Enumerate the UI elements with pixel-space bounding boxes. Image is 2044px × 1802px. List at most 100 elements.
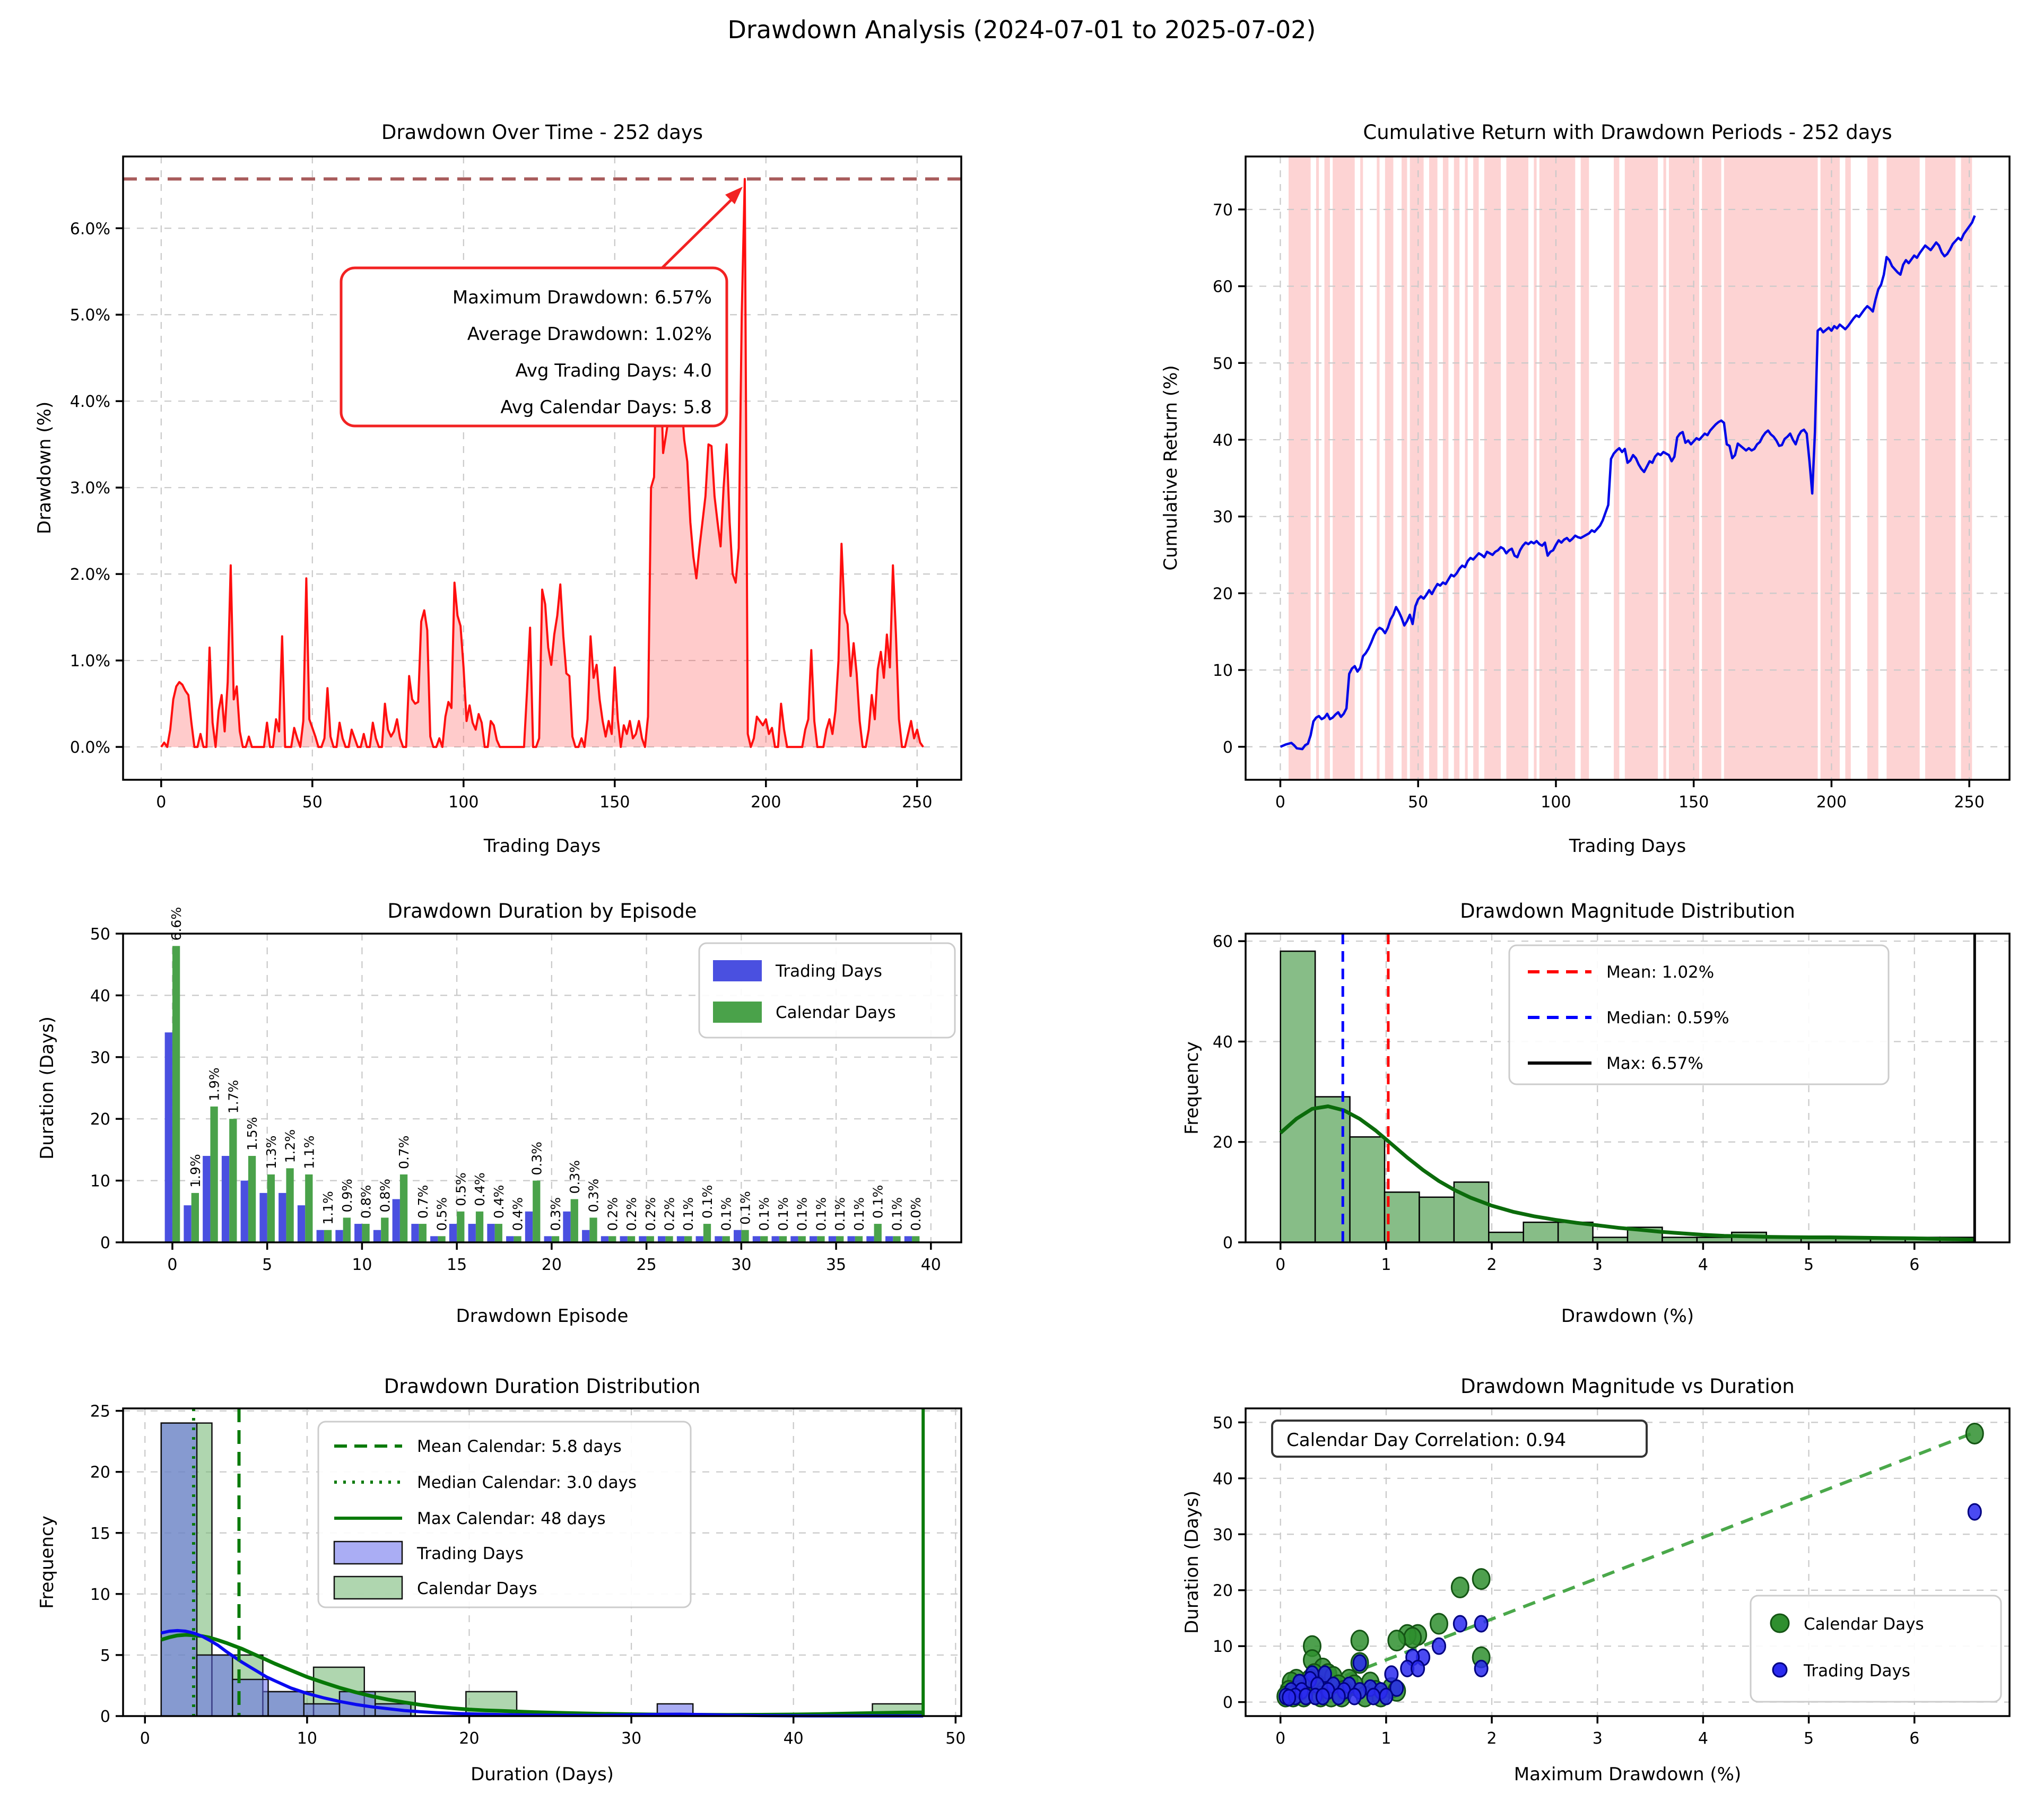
axes-frame [1245,933,2011,1243]
svg-text:50: 50 [1213,354,1233,373]
svg-text:20: 20 [1213,585,1233,603]
svg-text:4: 4 [1698,1729,1708,1748]
svg-text:2: 2 [1487,1256,1497,1274]
tick-labels: 0 50 100 150 200 250 0 10 20 30 40 50 60 70 [1213,201,1985,812]
trading-bar [164,1032,172,1242]
calendar-bar [457,1211,465,1242]
panel5-title: Drawdown Duration Distribution [384,1375,701,1398]
legend-label-median: Median: 0.59% [1606,1008,1729,1028]
svg-text:35: 35 [826,1256,846,1274]
svg-text:0: 0 [1223,738,1233,757]
svg-text:250: 250 [1954,793,1985,812]
annotation-arrow [659,196,735,271]
svg-text:3: 3 [1593,1256,1603,1274]
magnitude-vs-duration-plot-area: 0 1 2 3 4 5 6 0 10 20 30 40 50 [1213,1407,2011,1748]
svg-text:5.0%: 5.0% [70,306,110,325]
svg-text:250: 250 [902,793,932,812]
svg-text:30: 30 [90,1049,110,1067]
trading-bar [297,1205,306,1242]
svg-text:0.4%: 0.4% [491,1185,507,1219]
calendar-bar [343,1217,351,1242]
svg-text:1.0%: 1.0% [70,652,110,671]
calendar-days-swatch [713,1002,762,1023]
calendar-bar [494,1224,502,1242]
trading-dot-sample [1772,1662,1788,1678]
drawdown-period-bands [1289,156,1972,780]
trading-bar [316,1230,324,1242]
svg-text:10: 10 [297,1729,317,1748]
episode-legend: Trading Days Calendar Days [698,942,956,1039]
trading-days-patch [333,1540,403,1565]
svg-text:10: 10 [90,1172,110,1191]
calendar-bar [589,1217,597,1242]
svg-text:0.1%: 0.1% [832,1197,848,1231]
svg-text:6.6%: 6.6% [169,907,184,941]
svg-text:1.2%: 1.2% [283,1129,298,1163]
calendar-bar [229,1119,237,1242]
svg-text:200: 200 [1816,793,1847,812]
svg-text:5: 5 [1804,1256,1814,1274]
calendar-bar [893,1236,901,1242]
tick-labels: 0 10 20 30 40 50 0 5 10 15 20 25 [90,1403,966,1748]
svg-text:0: 0 [1275,1729,1285,1748]
axes-frame [122,1407,962,1717]
svg-text:40: 40 [1213,1470,1233,1488]
calendar-dot-sample [1770,1613,1790,1633]
panel2-title: Cumulative Return with Drawdown Periods … [1363,121,1892,144]
trading-bar [525,1211,533,1242]
legend-label-max: Max: 6.57% [1606,1054,1703,1073]
svg-text:0: 0 [140,1729,150,1748]
svg-text:1.9%: 1.9% [207,1067,222,1101]
legend-box [1508,944,1890,1085]
max-drawdown-annotation: Maximum Drawdown: 6.57% Average Drawdown… [340,187,743,428]
svg-text:50: 50 [945,1729,966,1748]
calendar-bar [741,1230,749,1242]
svg-text:30: 30 [621,1729,641,1748]
panel4-xlabel: Drawdown (%) [1561,1305,1694,1327]
trading-days-swatch [713,960,762,981]
legend-label-calendar: Calendar Days [1804,1615,1924,1634]
trend-line [1285,1431,1976,1701]
figure-suptitle: Drawdown Analysis (2024-07-01 to 2025-07… [727,15,1316,44]
svg-text:50: 50 [1408,793,1428,812]
svg-text:60: 60 [1213,933,1233,951]
panel-duration-by-episode: 6.6%1.9%1.9% 1.7%1.5%1.3% 1.2% 1.1%1.1% 0.9%… [37,900,962,1327]
svg-text:20: 20 [90,1110,110,1129]
axes-frame [122,155,962,781]
svg-text:0.4%: 0.4% [472,1172,488,1206]
svg-text:30: 30 [1213,508,1233,527]
calendar-bar [722,1236,730,1242]
trading-bar [430,1236,438,1242]
calendar-bar [836,1236,844,1242]
panel1-xlabel: Trading Days [483,835,601,857]
calendar-bar [248,1156,256,1242]
svg-text:30: 30 [731,1256,751,1274]
svg-text:1.3%: 1.3% [264,1135,279,1169]
svg-text:4: 4 [1698,1256,1708,1274]
trading-bar [639,1236,647,1242]
svg-text:0.3%: 0.3% [567,1160,582,1194]
calendar-bar [438,1236,446,1242]
trading-bar [506,1236,514,1242]
trading-bar [715,1236,723,1242]
calendar-bar [798,1236,806,1242]
calendar-bar [684,1236,692,1242]
calendar-bar [874,1224,882,1242]
panel2-ylabel: Cumulative Return (%) [1160,365,1181,570]
svg-text:40: 40 [90,987,110,1005]
calendar-bar [817,1236,825,1242]
svg-text:0.4%: 0.4% [510,1197,526,1231]
annotation-box [340,266,728,428]
panel1-title: Drawdown Over Time - 252 days [381,121,703,144]
svg-text:0.9%: 0.9% [340,1179,355,1213]
svg-text:150: 150 [599,793,630,812]
trading-bar [335,1230,343,1242]
trading-bar [752,1236,761,1242]
legend-label-trading: Trading Days [416,1544,524,1563]
axes-frame [1245,155,2011,781]
svg-text:0.3%: 0.3% [548,1197,563,1231]
svg-text:10: 10 [1213,1638,1233,1656]
cumulative-return-line [1280,215,1976,751]
trading-bar [904,1236,912,1242]
cumulative-return-plot-area: 0 50 100 150 200 250 0 10 20 30 40 50 60 70 [1213,155,2011,812]
